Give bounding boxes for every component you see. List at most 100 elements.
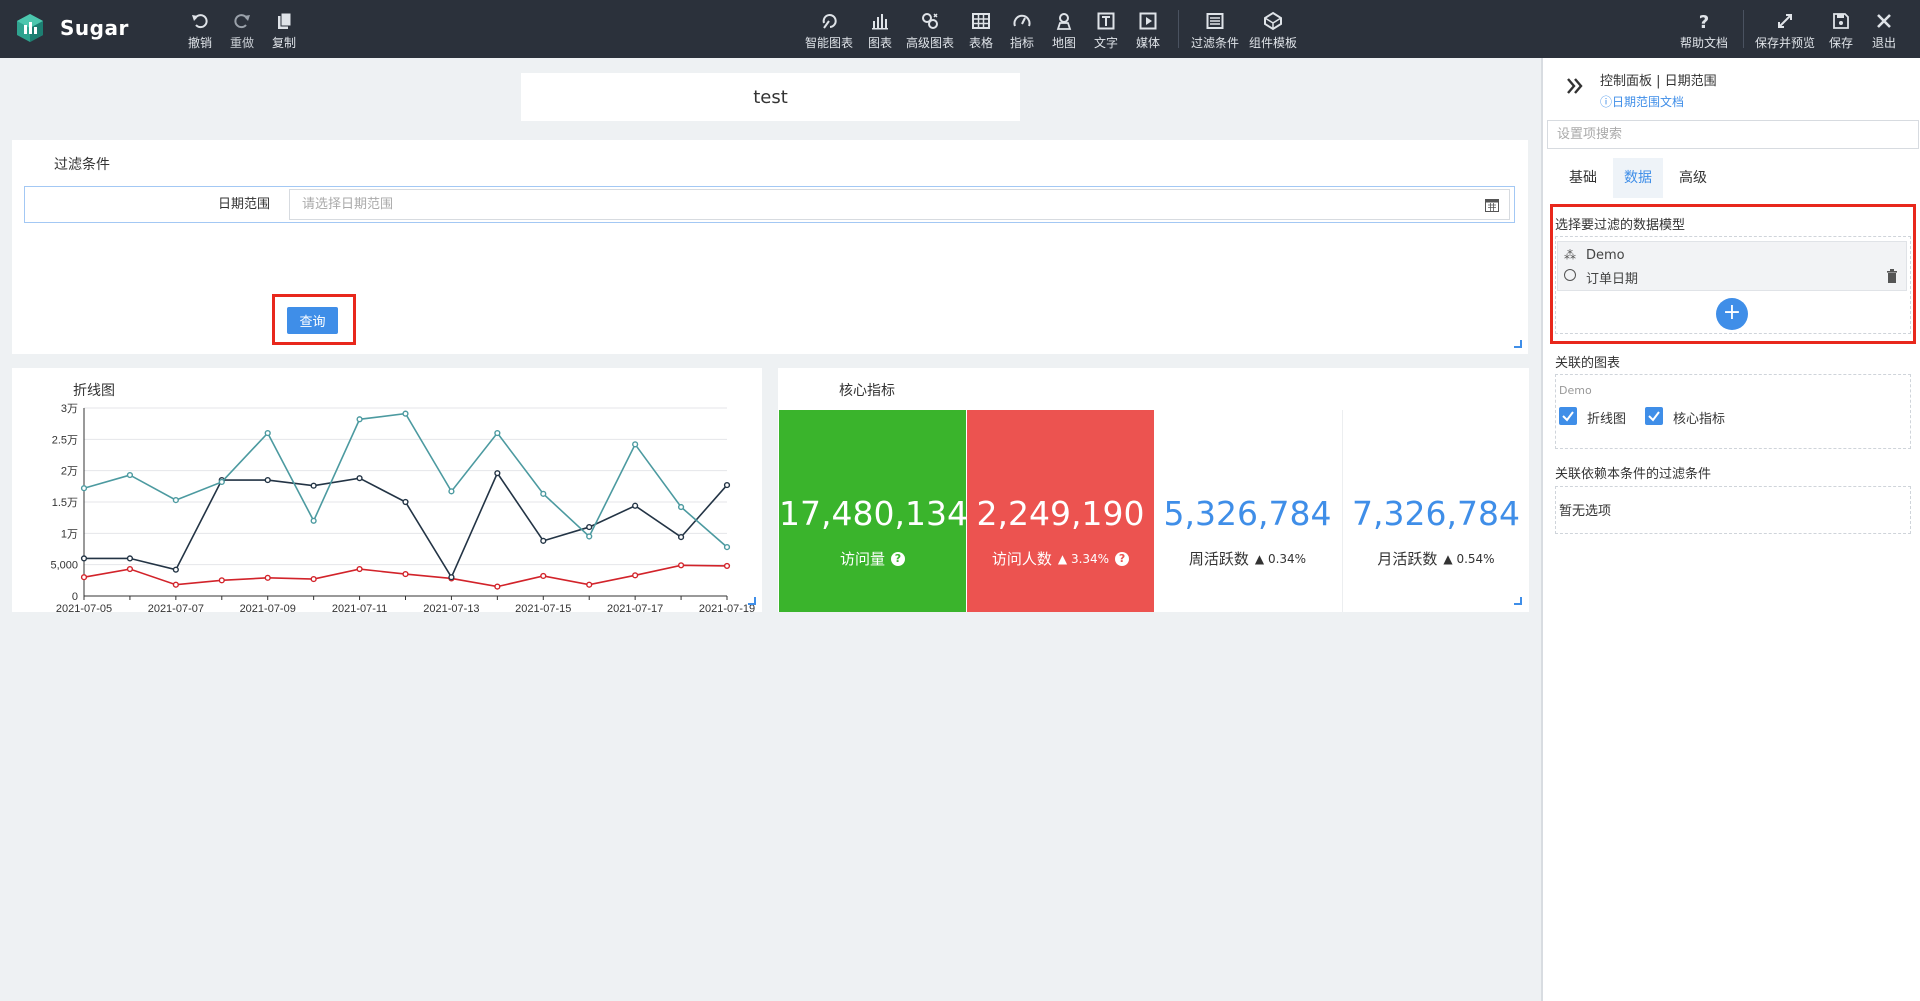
data-point [264,476,271,484]
line-chart-card[interactable]: 折线图 0 5,000 1万 1.5万 2万 2.5万 3万 2021-07-05 2021-0… [12,368,762,612]
help-circle-icon[interactable]: ? [891,551,905,566]
kpi-card[interactable]: 核心指标 17,480,134 访问量? 2,249,190 访问人数 ▲ 3.34%?… [778,368,1529,612]
double-chevron-right-icon[interactable] [1565,76,1585,96]
bar-chart-icon [872,14,888,30]
copy-button[interactable]: 复制 [272,11,296,51]
x-tick-label: 2021-07-07 [148,603,204,612]
kpi-label: 访问人数 ▲ 3.34%? [967,548,1154,569]
data-point [632,502,639,509]
control-panel: 控制面板 | 日期范围 ⓘ日期范围文档 设置项搜索 基础 数据 高级 选择要过滤… [1541,58,1920,1001]
add-model-button[interactable]: + [1716,298,1748,330]
resize-handle[interactable] [1514,597,1522,605]
data-point [402,410,409,417]
table-icon [972,13,990,29]
panel-doc-link[interactable]: ⓘ日期范围文档 [1600,95,1685,109]
calendar-icon[interactable] [1485,198,1499,212]
filter-button[interactable]: 过滤条件 [1191,11,1239,51]
template-icon [1264,11,1282,31]
metric-button[interactable]: 指标 [1010,11,1034,51]
y-tick-label: 0 [72,591,78,603]
toolbar-divider [1178,10,1179,48]
table-button[interactable]: 表格 [969,11,993,51]
help-circle-icon[interactable]: ? [1115,551,1130,566]
exit-button[interactable]: 退出 [1872,11,1896,51]
model-section-highlight [1550,204,1916,344]
kpi-change: ▲ 0.54% [1443,551,1495,566]
save-button[interactable]: 保存 [1829,11,1853,51]
x-tick-label: 2021-07-19 [699,603,755,612]
data-point [586,581,593,588]
date-range-input[interactable]: 请选择日期范围 [289,189,1510,220]
undo-button[interactable]: 撤销 [188,11,212,51]
dashboard-title-card[interactable]: test [521,73,1020,121]
smart-chart-button[interactable]: 智能图表 [805,11,853,51]
data-point [218,577,225,584]
line-chart-title: 折线图 [73,383,115,399]
data-point [677,533,685,541]
app-logo: Sugar [14,12,129,44]
y-tick-label: 2万 [61,466,78,478]
kpi-label: 月活跃数 ▲ 0.54% [1343,548,1529,569]
data-point [677,562,685,569]
text-button[interactable]: 文字 [1094,11,1118,51]
query-button[interactable]: 查询 [287,307,338,334]
data-point [310,575,317,583]
kpi-label: 访问量? [779,548,966,569]
data-point [310,517,317,524]
resize-handle[interactable] [1514,340,1522,348]
chart-button[interactable]: 图表 [868,11,892,51]
model-dropzone [1555,236,1911,334]
linked-charts-box [1555,374,1911,449]
data-point [218,478,225,486]
data-point [494,429,501,437]
series-line [84,471,728,579]
kpi-tile: 2,249,190 访问人数 ▲ 3.34%? [967,410,1154,612]
radio-icon[interactable] [1564,269,1576,281]
tab-advanced[interactable]: 高级 [1679,170,1707,186]
trash-icon[interactable] [1886,269,1898,283]
kpi-label-text: 访问量 [839,550,885,568]
kpi-tile: 5,326,784 周活跃数 ▲ 0.34% [1154,410,1341,612]
data-point [540,490,547,497]
media-button[interactable]: 媒体 [1136,11,1160,51]
resize-handle[interactable] [748,597,756,605]
data-point [723,481,731,489]
help-icon: ? [1699,12,1709,31]
filter-card[interactable]: 过滤条件 日期范围 请选择日期范围 查询 [12,140,1528,354]
smart-chart-icon [822,14,837,29]
save-icon [1833,13,1849,29]
checkbox-line-chart[interactable] [1559,407,1577,425]
dependency-box [1555,486,1911,534]
cluster-icon: ⁂ [1564,248,1576,262]
model-name: Demo [1586,248,1625,263]
checkbox-kpi[interactable] [1645,407,1663,425]
data-point [540,572,547,580]
data-point [172,497,179,504]
data-point [356,416,363,423]
x-tick-label: 2021-07-09 [240,603,296,612]
map-button[interactable]: 地图 [1052,11,1076,51]
redo-button[interactable]: 重做 [230,11,254,51]
save-preview-button[interactable]: 保存并预览 [1755,11,1815,51]
advanced-chart-button[interactable]: 高级图表 [906,11,954,51]
query-button-highlight: 查询 [272,294,356,345]
x-tick-label: 2021-07-11 [332,603,387,612]
model-item[interactable]: ⁂ Demo 订单日期 [1557,241,1907,291]
x-tick-label: 2021-07-15 [515,603,571,612]
data-point [172,566,179,573]
tab-basic[interactable]: 基础 [1569,170,1597,186]
date-range-filter: 日期范围 请选择日期范围 [24,186,1515,223]
template-button[interactable]: 组件模板 [1249,11,1297,51]
settings-search-input[interactable]: 设置项搜索 [1547,120,1919,149]
kpi-label-text: 访问人数 [991,550,1052,568]
data-point [494,583,501,590]
help-doc-button[interactable]: ? 帮助文档 [1680,12,1729,50]
tab-data[interactable]: 数据 [1613,158,1663,198]
kpi-label-text: 周活跃数 [1188,550,1249,568]
data-point [126,471,134,479]
kpi-value: 17,480,134 [779,494,968,533]
linked-section-label: 关联的图表 [1555,356,1621,371]
filter-icon [1206,13,1224,29]
data-point [632,441,639,448]
filter-card-title: 过滤条件 [54,157,110,173]
